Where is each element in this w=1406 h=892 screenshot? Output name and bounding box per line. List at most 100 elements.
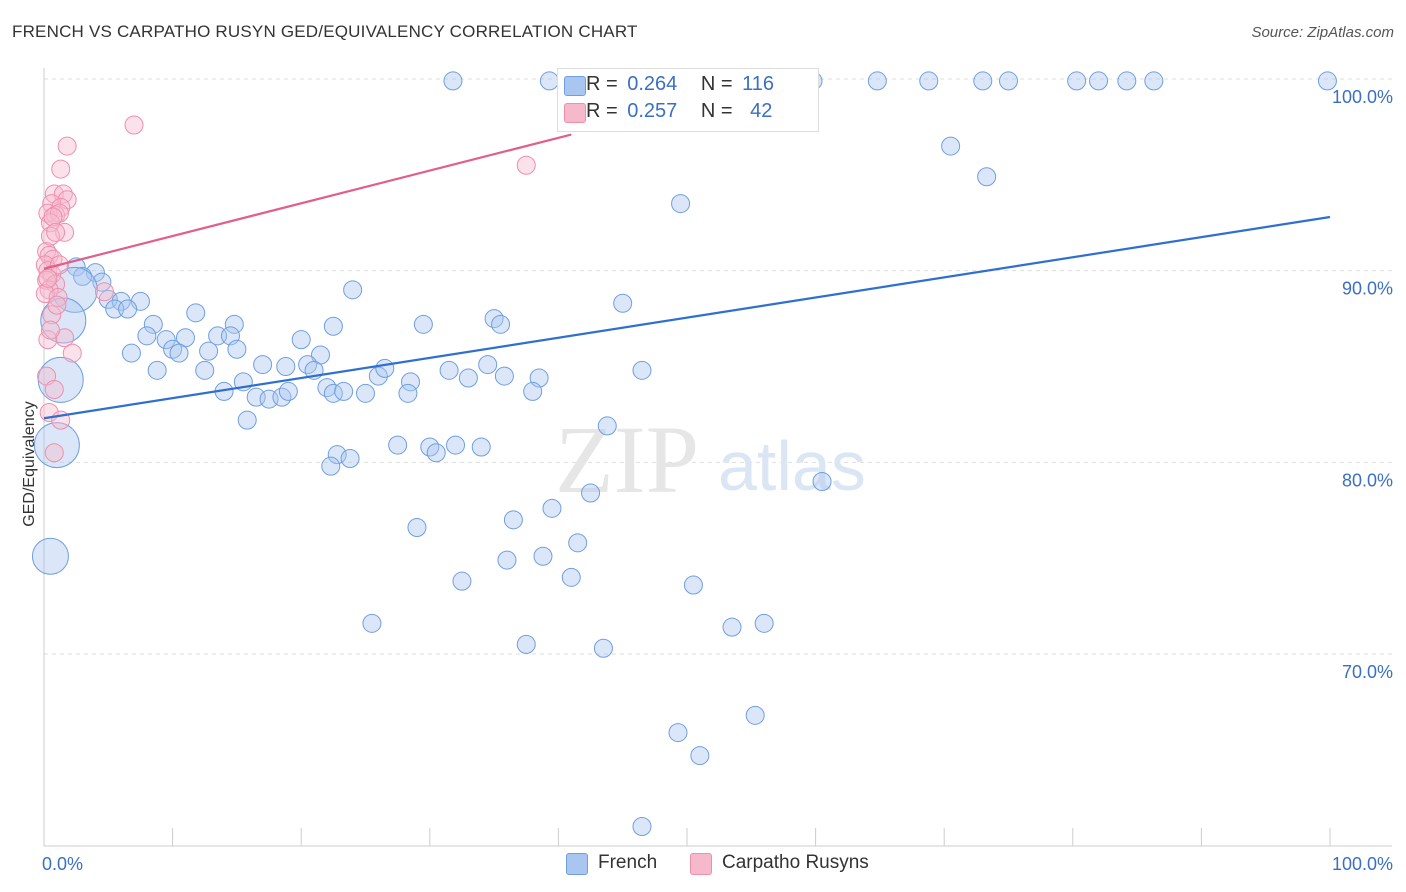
- french-legend-swatch: [566, 853, 588, 875]
- french-point-61: [458, 368, 478, 388]
- french-point-35: [343, 280, 363, 300]
- french-point-1: [539, 71, 559, 91]
- french-point-83: [388, 435, 408, 455]
- french-point-48: [169, 343, 189, 363]
- french-point-80: [237, 410, 257, 430]
- series-legend: French Carpatho Rusyns: [0, 852, 1406, 878]
- french-point-102: [683, 575, 703, 595]
- carpatho-point-39: [46, 222, 66, 242]
- x-tick-label-0: 0.0%: [42, 854, 83, 874]
- french-point-76: [334, 381, 354, 401]
- watermark-zip: ZIP: [555, 406, 699, 513]
- french-point-9: [999, 71, 1018, 91]
- y-tick-label-1: 90.0%: [1342, 279, 1393, 299]
- french-points: [31, 71, 1337, 836]
- french-point-65: [632, 360, 652, 380]
- legend-item-french[interactable]: French: [566, 852, 657, 875]
- french-point-79: [523, 381, 543, 401]
- french-point-89: [340, 449, 360, 468]
- watermark: ZIP atlas: [555, 406, 866, 513]
- french-point-87: [471, 437, 491, 457]
- source-label: Source: ZipAtlas.com: [1251, 24, 1394, 41]
- french-point-77: [356, 383, 375, 403]
- french-point-45: [291, 330, 311, 350]
- french-n-label: N =: [700, 73, 733, 95]
- french-point-93: [542, 498, 562, 518]
- french-point-106: [516, 634, 536, 654]
- french-point-103: [362, 613, 382, 633]
- y-tick-label-0: 100.0%: [1332, 87, 1393, 107]
- french-trend-line: [43, 215, 1331, 420]
- carpatho-point-3: [516, 155, 536, 175]
- french-point-53: [195, 360, 215, 380]
- french-point-31: [143, 314, 163, 334]
- french-point-18: [977, 167, 997, 187]
- french-point-92: [581, 483, 601, 503]
- x-tick-label-1: 100.0%: [1332, 854, 1393, 874]
- y-axis-label: GED/Equivalency: [21, 401, 38, 526]
- carpatho-point-26: [94, 282, 114, 302]
- french-point-40: [137, 326, 157, 346]
- french-point-33: [224, 314, 244, 334]
- french-point-14: [1317, 71, 1337, 91]
- french-n-value: 116: [742, 73, 775, 95]
- trend-lines: [43, 133, 1331, 420]
- french-point-11: [1089, 71, 1109, 91]
- french-point-98: [497, 550, 517, 570]
- french-point-97: [31, 537, 69, 575]
- french-point-26: [111, 291, 131, 311]
- chart-title: FRENCH VS CARPATHO RUSYN GED/EQUIVALENCY…: [12, 22, 638, 41]
- french-point-8: [973, 71, 993, 91]
- french-point-59: [375, 358, 395, 378]
- french-point-22: [73, 266, 93, 286]
- carpatho-point-16: [39, 245, 59, 265]
- french-point-81: [597, 416, 617, 436]
- french-point-62: [478, 355, 498, 375]
- french-point-100: [561, 567, 581, 587]
- french-point-90: [321, 456, 341, 476]
- french-point-54: [253, 355, 273, 375]
- carpatho-n-label: N =: [700, 100, 733, 122]
- french-point-13: [1144, 71, 1164, 91]
- carpatho-points: [35, 115, 536, 463]
- french-point-36: [413, 314, 433, 334]
- carpatho-point-24: [35, 284, 55, 304]
- grid-lines: [44, 78, 1392, 655]
- french-point-107: [593, 638, 613, 658]
- french-point-95: [407, 518, 427, 537]
- carpatho-swatch: [564, 103, 586, 123]
- carpatho-point-27: [42, 305, 62, 325]
- french-point-109: [668, 723, 688, 743]
- french-point-66: [401, 372, 421, 392]
- french-r-value: 0.264: [627, 73, 678, 95]
- carpatho-point-37: [47, 295, 67, 315]
- carpatho-point-0: [124, 115, 144, 135]
- french-point-85: [426, 443, 446, 463]
- carpatho-point-32: [44, 380, 64, 399]
- french-point-17: [941, 136, 961, 156]
- legend-item-carpatho[interactable]: Carpatho Rusyns: [690, 852, 869, 875]
- french-point-19: [671, 194, 691, 214]
- french-r-label: R =: [586, 73, 618, 95]
- axes: [43, 68, 1392, 847]
- french-point-94: [503, 510, 523, 530]
- carpatho-legend-swatch: [690, 853, 712, 875]
- french-point-111: [632, 817, 652, 836]
- french-point-91: [812, 472, 832, 491]
- french-point-73: [278, 381, 298, 401]
- french-point-104: [722, 617, 742, 637]
- tick-labels: 100.0% 90.0% 80.0% 70.0% 0.0% 100.0%: [42, 87, 1393, 874]
- french-point-86: [446, 435, 466, 455]
- french-point-105: [754, 613, 774, 633]
- carpatho-point-35: [44, 443, 64, 463]
- french-point-52: [147, 360, 167, 380]
- carpatho-point-36: [40, 320, 60, 340]
- french-point-29: [118, 299, 138, 319]
- carpatho-point-1: [57, 136, 77, 156]
- carpatho-point-40: [38, 268, 58, 288]
- french-point-99: [533, 546, 553, 566]
- french-point-34: [323, 316, 343, 336]
- french-point-108: [745, 705, 765, 725]
- carpatho-point-13: [43, 207, 63, 227]
- french-point-6: [867, 71, 887, 91]
